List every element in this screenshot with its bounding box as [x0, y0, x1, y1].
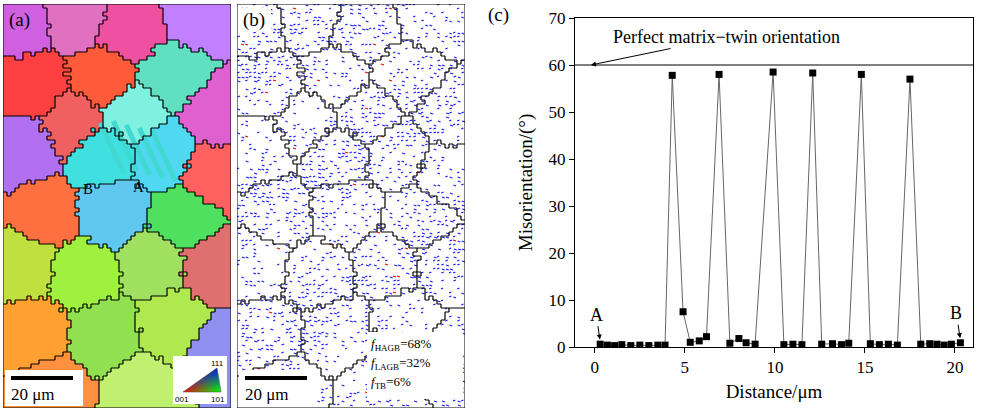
svg-text:5: 5 — [681, 358, 690, 377]
svg-text:B: B — [950, 303, 962, 323]
svg-text:0: 0 — [557, 338, 566, 357]
svg-text:20 μm: 20 μm — [11, 385, 55, 404]
svg-text:Perfect matrix−twin orientatio: Perfect matrix−twin orientation — [613, 27, 840, 47]
svg-text:B: B — [83, 181, 93, 197]
svg-text:A: A — [590, 305, 603, 325]
svg-text:20: 20 — [946, 358, 963, 377]
svg-text:30: 30 — [549, 197, 566, 216]
svg-text:001: 001 — [175, 395, 189, 404]
svg-text:A: A — [133, 179, 144, 195]
svg-text:20: 20 — [549, 244, 566, 263]
svg-text:15: 15 — [856, 358, 873, 377]
svg-text:fTB=6%: fTB=6% — [371, 374, 411, 391]
svg-text:fHAGB=68%: fHAGB=68% — [371, 336, 431, 353]
svg-text:60: 60 — [549, 56, 566, 75]
svg-text:(a): (a) — [9, 9, 30, 31]
svg-text:101: 101 — [211, 395, 225, 404]
svg-text:10: 10 — [549, 291, 566, 310]
svg-text:111: 111 — [211, 359, 224, 368]
svg-text:20 μm: 20 μm — [245, 385, 289, 404]
svg-text:fLAGB=32%: fLAGB=32% — [371, 355, 430, 372]
svg-text:0: 0 — [591, 358, 600, 377]
svg-text:40: 40 — [549, 150, 566, 169]
svg-text:10: 10 — [766, 358, 783, 377]
html-text:(c): (c) — [488, 4, 510, 25]
svg-text:70: 70 — [549, 9, 566, 28]
svg-text:50: 50 — [549, 103, 566, 122]
svg-text:(b): (b) — [243, 9, 265, 31]
svg-text:Misorientation/(°): Misorientation/(°) — [515, 114, 537, 251]
svg-text:Distance/μm: Distance/μm — [726, 381, 823, 402]
